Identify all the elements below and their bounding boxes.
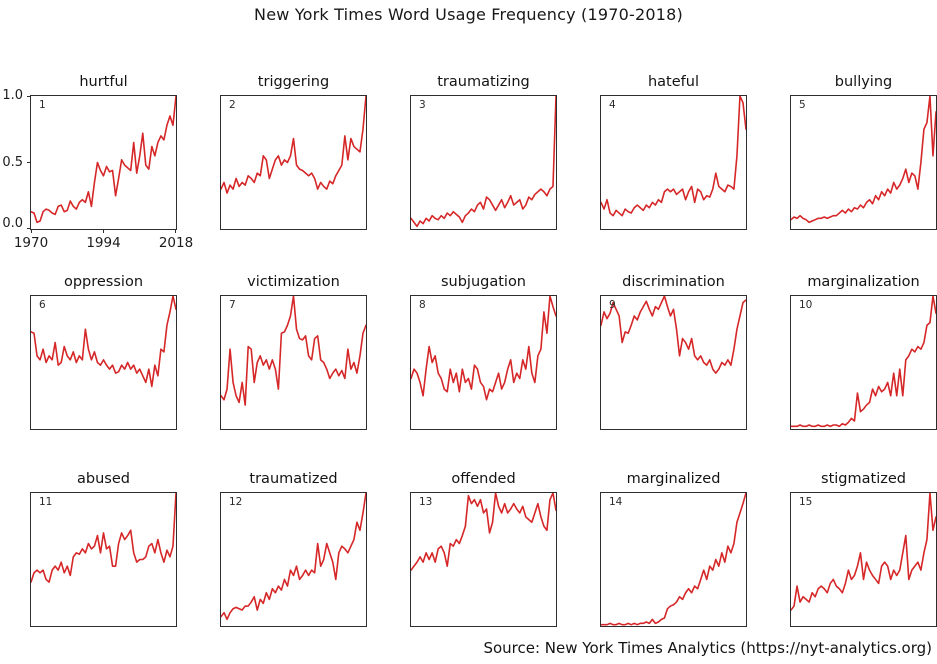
subplot-traumatizing: traumatizing 3 (410, 73, 557, 230)
x-tick-mark (175, 229, 176, 233)
plot-area: 7 (220, 295, 367, 430)
subplot-stigmatized: stigmatized 15 (790, 470, 937, 627)
subplot-number: 6 (39, 299, 46, 311)
subplot-title: traumatizing (437, 74, 530, 90)
subplot-number: 5 (799, 99, 806, 111)
subplot-row: oppression 6 victimization 7 subjugation 8 dis… (30, 273, 937, 430)
subplot-title: marginalized (626, 471, 721, 487)
subplot-victimization: victimization 7 (220, 273, 367, 430)
y-tick-mark (27, 228, 31, 229)
plot-area: 9 (600, 295, 747, 430)
plot-area: 10 (790, 295, 937, 430)
subplot-hurtful: hurtful 1 1.0 0.5 0.0 1970 1994 2018 (2, 73, 193, 251)
subplot-oppression: oppression 6 (30, 273, 177, 430)
y-tick-label: 0.0 (2, 216, 23, 231)
line-series (411, 96, 556, 228)
subplot-abused: abused 11 (30, 470, 177, 627)
line-series (791, 296, 936, 428)
subplot-discrimination: discrimination 9 (600, 273, 747, 430)
figure-title: New York Times Word Usage Frequency (197… (254, 5, 683, 24)
subplot-title: discrimination (622, 274, 725, 290)
source-caption: Source: New York Times Analytics (https:… (483, 639, 932, 657)
subplot-bullying: bullying 5 (790, 73, 937, 230)
subplot-title: oppression (63, 274, 144, 290)
plot-area: 4 (600, 95, 747, 230)
subplot-title: marginalization (807, 274, 920, 290)
x-tick-label: 1994 (86, 235, 121, 251)
subplot-number: 4 (609, 99, 616, 111)
subplot-offended: offended 13 (410, 470, 557, 627)
plot-area: 3 (410, 95, 557, 230)
y-tick-mark (27, 162, 31, 163)
x-tick-label: 2018 (158, 235, 194, 251)
line-series (221, 296, 366, 406)
plot-area: 6 (30, 295, 177, 430)
subplot-number: 7 (229, 299, 236, 311)
subplot-number: 12 (229, 496, 243, 508)
line-series (601, 96, 746, 217)
line-series (601, 296, 746, 374)
subplot-title: triggering (257, 74, 330, 90)
subplot-title: offended (451, 471, 516, 487)
subplot-number: 9 (609, 299, 616, 311)
line-series (31, 96, 176, 224)
line-series (221, 96, 366, 194)
subplot-row: hurtful 1 1.0 0.5 0.0 1970 1994 2018 triggering 2… (2, 73, 937, 251)
subplot-title: traumatized (249, 471, 338, 487)
line-series (31, 493, 176, 583)
subplot-title: hateful (647, 74, 699, 90)
y-tick-mark (27, 96, 31, 97)
subplot-marginalization: marginalization 10 (790, 273, 937, 430)
subplot-title: bullying (834, 74, 893, 90)
subplot-number: 15 (799, 496, 813, 508)
subplot-number: 8 (419, 299, 426, 311)
plot-area: 5 (790, 95, 937, 230)
subplot-number: 11 (39, 496, 53, 508)
subplot-traumatized: traumatized 12 (220, 470, 367, 627)
plot-area: 13 (410, 492, 557, 627)
x-tick-mark (103, 229, 104, 233)
line-series (791, 493, 936, 611)
subplot-title: victimization (247, 274, 340, 290)
plot-area: 14 (600, 492, 747, 627)
line-series (601, 493, 746, 626)
plot-area: 11 (30, 492, 177, 627)
plot-area: 15 (790, 492, 937, 627)
subplot-triggering: triggering 2 (220, 73, 367, 230)
subplot-number: 13 (419, 496, 433, 508)
line-series (411, 493, 556, 571)
subplot-title: abused (77, 471, 130, 487)
line-series (31, 296, 176, 388)
subplot-title: subjugation (440, 274, 527, 290)
subplot-number: 14 (609, 496, 623, 508)
y-tick-label: 0.5 (2, 155, 23, 170)
y-tick-label: 1.0 (2, 88, 23, 103)
subplot-title: stigmatized (821, 471, 906, 487)
line-series (411, 296, 556, 401)
plot-area: 2 (220, 95, 367, 230)
subplot-title: hurtful (79, 74, 128, 90)
subplot-hateful: hateful 4 (600, 73, 747, 230)
subplot-subjugation: subjugation 8 (410, 273, 557, 430)
line-series (221, 493, 366, 621)
plot-area: 12 (220, 492, 367, 627)
line-series (791, 96, 936, 224)
plot-area: 8 (410, 295, 557, 430)
subplot-number: 1 (39, 99, 46, 111)
subplot-number: 2 (229, 99, 236, 111)
subplot-row: abused 11 traumatized 12 offended 13 marginali… (30, 470, 937, 627)
subplot-marginalized: marginalized 14 (600, 470, 747, 627)
subplot-number: 3 (419, 99, 426, 111)
subplot-number: 10 (799, 299, 813, 311)
x-tick-mark (31, 229, 32, 233)
x-tick-label: 1970 (13, 235, 49, 251)
plot-area: 1 1.0 0.5 0.0 1970 1994 2018 (2, 89, 193, 251)
